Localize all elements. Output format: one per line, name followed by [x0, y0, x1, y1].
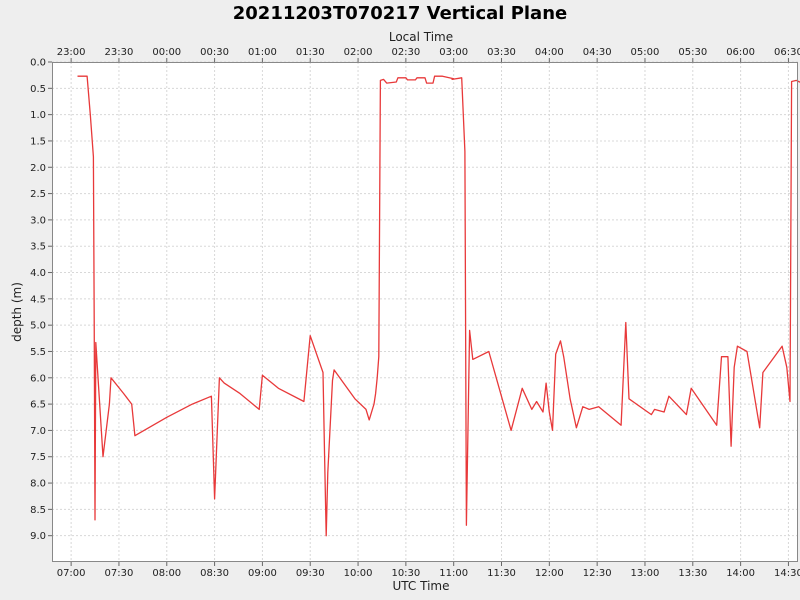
y-tick-label: 3.5 — [30, 242, 46, 253]
x-tick-label: 11:00 — [439, 568, 468, 579]
x2-tick-label: 00:00 — [152, 47, 181, 58]
x-tick-label: 14:00 — [726, 568, 755, 579]
x-tick-label: 09:30 — [296, 568, 325, 579]
x-tick-label: 13:00 — [631, 568, 660, 579]
x-tick-label: 09:00 — [248, 568, 277, 579]
y-tick-label: 7.5 — [30, 452, 46, 463]
y-tick-label: 1.0 — [30, 110, 46, 121]
x2-tick-label: 06:00 — [726, 47, 755, 58]
y-tick-label: 1.5 — [30, 136, 46, 147]
y-tick-label: 4.0 — [30, 268, 46, 279]
x2-tick-label: 04:00 — [535, 47, 564, 58]
x2-tick-label: 06:30 — [774, 47, 800, 58]
x2-tick-label: 03:30 — [487, 47, 516, 58]
x2-tick-label: 05:30 — [678, 47, 707, 58]
x2-tick-label: 23:00 — [57, 47, 86, 58]
x-tick-label: 08:30 — [200, 568, 229, 579]
y-tick-label: 2.5 — [30, 189, 46, 200]
x2-tick-label: 00:30 — [200, 47, 229, 58]
y-tick-label: 0.0 — [30, 58, 46, 69]
plot-frame — [52, 62, 798, 562]
y-tick-label: 5.0 — [30, 321, 46, 332]
chart-title: 20211203T070217 Vertical Plane — [233, 3, 567, 24]
x2-tick-label: 05:00 — [631, 47, 660, 58]
x-tick-label: 07:30 — [105, 568, 134, 579]
y-tick-label: 3.0 — [30, 215, 46, 226]
y-tick-label: 8.5 — [30, 505, 46, 516]
x2-tick-label: 02:00 — [344, 47, 373, 58]
plot-area — [52, 62, 798, 562]
series-line-0 — [77, 75, 800, 537]
x2-tick-label: 04:30 — [583, 47, 612, 58]
x-tick-label: 07:00 — [57, 568, 86, 579]
x2-tick-label: 03:00 — [439, 47, 468, 58]
y-tick-label: 8.0 — [30, 479, 46, 490]
x-tick-label: 10:00 — [344, 568, 373, 579]
y-tick-label: 6.5 — [30, 400, 46, 411]
x2-axis-label: Local Time — [389, 30, 453, 44]
y-tick-label: 5.5 — [30, 347, 46, 358]
x2-tick-label: 02:30 — [391, 47, 420, 58]
series-layer — [77, 75, 800, 537]
y-tick-label: 0.5 — [30, 84, 46, 95]
y-tick-label: 4.5 — [30, 294, 46, 305]
x-tick-label: 12:00 — [535, 568, 564, 579]
y-tick-label: 2.0 — [30, 163, 46, 174]
grid-lines — [52, 61, 798, 562]
x2-tick-label: 23:30 — [105, 47, 134, 58]
x2-tick-label: 01:30 — [296, 47, 325, 58]
x-tick-label: 11:30 — [487, 568, 516, 579]
x-tick-label: 12:30 — [583, 568, 612, 579]
y-tick-label: 6.0 — [30, 373, 46, 384]
y-tick-label: 7.0 — [30, 426, 46, 437]
x-tick-label: 13:30 — [678, 568, 707, 579]
x-tick-label: 08:00 — [152, 568, 181, 579]
x2-tick-label: 01:00 — [248, 47, 277, 58]
x-axis-label: UTC Time — [393, 579, 450, 593]
y-axis-label: depth (m) — [10, 282, 24, 342]
y-tick-label: 9.0 — [30, 531, 46, 542]
axes: 0.0 0.5 1.0 1.5 2.0 2.5 3.0 3.5 4.0 4.5 5.0 5.5 6.0 6… — [30, 47, 800, 579]
x-tick-label: 10:30 — [391, 568, 420, 579]
x-tick-label: 14:30 — [774, 568, 800, 579]
